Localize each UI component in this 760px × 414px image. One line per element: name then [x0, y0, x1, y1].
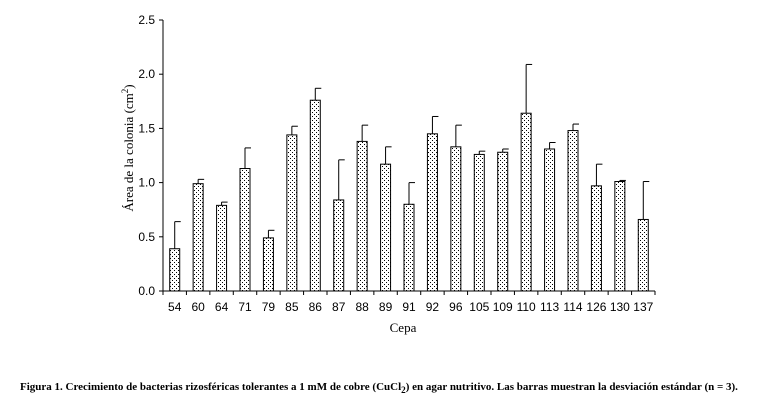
- y-tick-label: 2.5: [138, 13, 155, 27]
- y-axis-title-superscript: 2: [120, 89, 130, 94]
- bar-114: [567, 130, 579, 292]
- bar-113: [544, 148, 556, 292]
- x-tick-label: 110: [517, 300, 536, 314]
- y-axis-title-close: ): [121, 84, 136, 88]
- bar-chart: 0.0 0.5 1.0 1.5 2.0 2.5 54 60 64 71 79 85 86 87 88 89 9…: [120, 13, 656, 335]
- x-tick-label: 91: [402, 300, 416, 314]
- bar-89: [380, 163, 392, 292]
- y-tick-label: 0.0: [138, 284, 155, 298]
- caption-text-end: ) en agar nutritivo. Las barras muestran…: [405, 381, 738, 393]
- caption-text-start: Figura 1. Crecimiento de bacterias rizos…: [20, 381, 402, 393]
- x-tick-label: 87: [332, 300, 346, 314]
- x-tick-label: 130: [610, 300, 630, 314]
- x-tick-label: 88: [355, 300, 369, 314]
- bar-87: [333, 199, 345, 292]
- x-tick-label: 126: [586, 300, 606, 314]
- x-tick-label: 54: [168, 300, 182, 314]
- x-tick-label: 114: [563, 300, 582, 314]
- bars: [169, 99, 649, 292]
- x-tick-label: 79: [262, 300, 276, 314]
- bar-85: [286, 134, 298, 292]
- x-tick-label: 96: [449, 300, 463, 314]
- bar-126: [590, 185, 602, 292]
- bar-86: [309, 99, 321, 292]
- y-tick-label: 1.5: [138, 121, 155, 135]
- bar-88: [356, 140, 368, 292]
- y-axis-title: Área de la colonia (cm2): [120, 84, 136, 211]
- x-tick-label: 60: [191, 300, 205, 314]
- bar-137: [637, 218, 649, 292]
- bar-130: [614, 181, 626, 292]
- bar-71: [239, 168, 251, 292]
- x-tick-label: 113: [540, 300, 559, 314]
- x-tick-label: 64: [215, 300, 229, 314]
- x-tick-label: 86: [309, 300, 323, 314]
- y-axis-title-main: Área de la colonia (cm: [121, 93, 136, 211]
- bar-96: [450, 146, 462, 292]
- y-tick-label: 0.5: [138, 230, 155, 244]
- x-tick-label: 71: [238, 300, 252, 314]
- bar-91: [403, 203, 415, 292]
- y-tick-label: 2.0: [138, 67, 155, 81]
- caption-subscript: 2: [401, 385, 406, 396]
- bar-109: [497, 151, 509, 292]
- bar-92: [426, 133, 438, 292]
- x-tick-label: 137: [633, 300, 653, 314]
- x-axis-title: Cepa: [390, 320, 417, 335]
- x-axis: 54 60 64 71 79 85 86 87 88 89 91 92 96 105 109 110 113 11…: [162, 290, 656, 314]
- y-tick-label: 1.0: [138, 176, 155, 190]
- bar-54: [169, 248, 181, 292]
- x-tick-label: 92: [426, 300, 440, 314]
- y-axis: 0.0 0.5 1.0 1.5 2.0 2.5: [138, 13, 164, 298]
- bar-110: [520, 112, 532, 292]
- bar-79: [262, 237, 274, 292]
- figure-caption: Figura 1. Crecimiento de bacterias rizos…: [20, 380, 750, 398]
- x-tick-label: 85: [285, 300, 299, 314]
- bar-105: [473, 153, 485, 292]
- x-tick-label: 89: [379, 300, 393, 314]
- error-bars: [174, 63, 650, 249]
- x-tick-label: 105: [469, 300, 489, 314]
- bar-64: [216, 204, 228, 292]
- x-tick-label: 109: [493, 300, 513, 314]
- bar-60: [192, 183, 204, 292]
